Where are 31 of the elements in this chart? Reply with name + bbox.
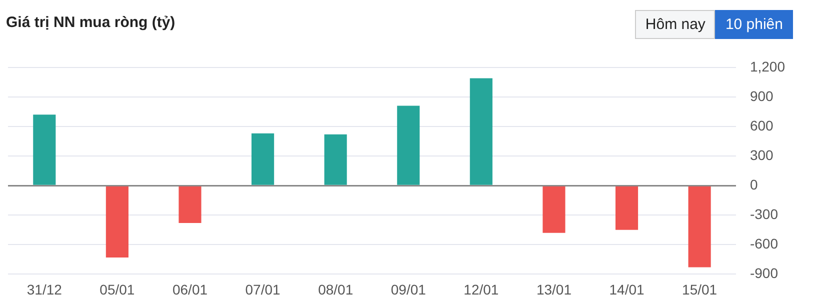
- x-tick-label: 09/01: [390, 281, 426, 298]
- y-tick-label: -600: [750, 236, 778, 252]
- x-tick-label: 13/01: [536, 281, 572, 298]
- bar: [688, 186, 711, 268]
- y-tick-label: 0: [750, 176, 758, 192]
- bar: [615, 186, 638, 230]
- x-tick-label: 07/01: [245, 281, 281, 298]
- bar: [33, 114, 56, 185]
- x-tick-label: 05/01: [100, 281, 135, 298]
- y-tick-label: 600: [750, 117, 774, 134]
- bar: [178, 186, 202, 223]
- y-tick-label: 1,200: [750, 58, 786, 74]
- chart-title: Giá trị NN mua ròng (tỷ): [6, 14, 176, 31]
- bar: [252, 133, 274, 185]
- bar: [106, 186, 128, 258]
- x-tick-label: 06/01: [172, 281, 208, 298]
- y-tick-label: 300: [750, 146, 774, 163]
- bar: [542, 186, 566, 233]
- x-tick-label: 14/01: [609, 281, 644, 298]
- bar: [324, 134, 347, 185]
- y-tick-label: 900: [750, 88, 774, 104]
- x-tick-label: 08/01: [318, 281, 354, 298]
- text: Hôm nay: [635, 10, 716, 39]
- bar: [470, 78, 492, 185]
- x-tick-label: 31/12: [26, 281, 62, 298]
- text: 10 phiên: [715, 10, 793, 39]
- bar: [397, 106, 420, 185]
- x-tick-label: 15/01: [682, 281, 718, 298]
- x-tick-label: 12/01: [464, 281, 499, 298]
- y-tick-label: -900: [750, 265, 778, 282]
- y-tick-label: -300: [750, 206, 778, 222]
